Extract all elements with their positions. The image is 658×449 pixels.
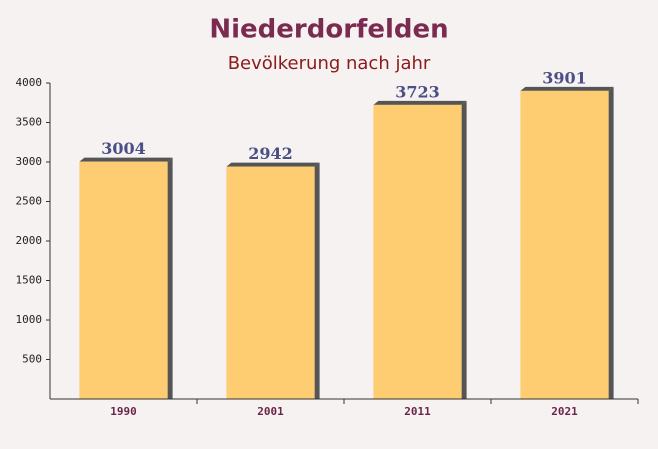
y-tick-label: 2000 [16, 234, 43, 247]
y-tick-label: 3000 [16, 155, 43, 168]
bar-shadow [461, 100, 467, 400]
y-tick-label: 3500 [16, 116, 43, 129]
y-tick-label: 1000 [16, 313, 43, 326]
bar-top [520, 86, 614, 91]
bar [226, 166, 315, 399]
bar-top [226, 162, 320, 167]
value-label: 3901 [542, 68, 587, 87]
value-label: 3723 [395, 82, 440, 101]
bar-shadow [314, 162, 320, 399]
bar-top [79, 157, 173, 162]
chart-title: Niederdorfelden [209, 15, 448, 45]
y-tick-label: 500 [22, 353, 42, 366]
bar-top [373, 100, 467, 105]
bar-shadow [167, 157, 173, 399]
value-label: 3004 [101, 139, 146, 158]
x-tick-label: 1990 [110, 405, 137, 418]
x-tick-label: 2011 [404, 405, 431, 418]
bar [79, 161, 168, 399]
x-tick-label: 2001 [257, 405, 284, 418]
bar [373, 104, 462, 400]
x-tick-label: 2021 [551, 405, 578, 418]
value-label: 2942 [248, 144, 293, 163]
y-tick-label: 1500 [16, 274, 43, 287]
bar [520, 90, 609, 400]
bar-shadow [608, 86, 614, 400]
y-tick-label: 2500 [16, 195, 43, 208]
chart-subtitle: Bevölkerung nach jahr [228, 53, 431, 74]
y-tick-label: 4000 [16, 76, 43, 89]
